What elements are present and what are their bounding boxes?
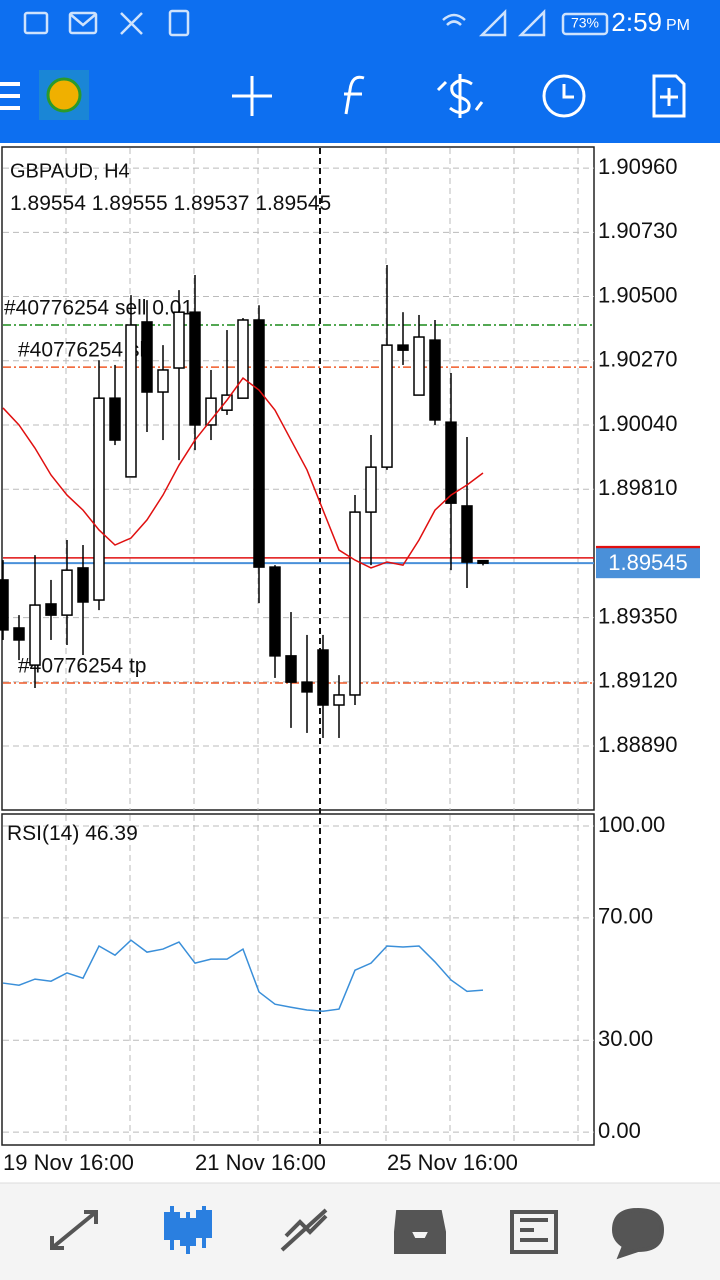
open-value: 1.89554	[10, 192, 86, 215]
nav-trade[interactable]	[280, 1208, 328, 1252]
y-tick-label: 1.88890	[598, 732, 678, 757]
candle-body	[157, 369, 169, 393]
candle-body	[253, 319, 265, 568]
rsi-panel	[1, 813, 595, 1146]
ohlc-readout: 1.89554 1.89555 1.89537 1.89545	[10, 192, 331, 215]
candle-body	[77, 567, 89, 603]
y-tick-label: 1.89120	[598, 668, 678, 693]
chart-title: GBPAUD, H4	[10, 160, 130, 182]
timeframe-button[interactable]	[542, 74, 586, 118]
toolbar	[0, 70, 686, 120]
moving-average	[2, 377, 484, 569]
y-tick-label: 1.90960	[598, 154, 678, 179]
candle-body	[93, 397, 105, 601]
candle-body	[413, 336, 425, 396]
nav-chat[interactable]	[611, 1207, 665, 1260]
nav-news[interactable]	[510, 1210, 558, 1254]
order-label: #40776254 sl	[18, 339, 144, 362]
ask-marker	[596, 545, 700, 550]
candle-body	[269, 566, 281, 657]
candle-body	[205, 397, 217, 426]
candle-body	[0, 579, 9, 631]
clock-ampm: PM	[666, 17, 690, 34]
price-panel	[1, 146, 595, 811]
new-order-button[interactable]	[652, 74, 686, 118]
y-tick-label: 1.90730	[598, 218, 678, 243]
nav-quotes[interactable]	[50, 1210, 98, 1250]
candle-body	[45, 603, 57, 616]
rsi-title: RSI(14) 46.39	[7, 822, 138, 845]
candle-body	[301, 681, 313, 693]
candle-body	[221, 394, 233, 411]
indicators-button[interactable]	[344, 75, 365, 115]
x-tick-label: 19 Nov 16:00	[3, 1150, 134, 1175]
candle-body	[365, 466, 377, 513]
battery: 73%	[571, 15, 599, 31]
y-tick-label: 1.90270	[598, 347, 678, 372]
candle-body	[285, 655, 297, 683]
candle-body	[237, 319, 249, 399]
candle-body	[317, 649, 329, 706]
clock: 2:59	[611, 7, 662, 37]
trade-button[interactable]	[436, 74, 484, 118]
rsi-label: RSI(14)	[7, 822, 79, 845]
close-value: 1.89545	[255, 192, 331, 215]
candle-body	[125, 324, 137, 478]
y-tick-label: 1.89810	[598, 475, 678, 500]
menu-button[interactable]	[0, 82, 20, 110]
candle-body	[333, 694, 345, 706]
bottom-nav	[0, 1183, 720, 1280]
candle-body	[445, 421, 457, 504]
status-icons	[23, 8, 609, 37]
candle-body	[397, 344, 409, 351]
candle-body	[189, 311, 201, 426]
y-tick-label: 1.90040	[598, 411, 678, 436]
candle-body	[13, 627, 25, 641]
top-bar	[0, 0, 720, 143]
high-value: 1.89555	[92, 192, 168, 215]
low-value: 1.89537	[174, 192, 250, 215]
candle-body	[61, 569, 73, 616]
candle-body	[109, 397, 121, 441]
y-tick-label: 1.89350	[598, 603, 678, 628]
nav-history[interactable]	[394, 1210, 446, 1254]
y-tick-label: 100.00	[598, 812, 665, 837]
y-tick-label: 1.90500	[598, 282, 678, 307]
order-label: #40776254 tp	[18, 655, 146, 678]
candle-body	[29, 604, 41, 666]
y-tick-label: 0.00	[598, 1118, 641, 1143]
nav-chart[interactable]	[164, 1206, 212, 1254]
rsi-line	[2, 939, 484, 1012]
candle-body	[349, 511, 361, 696]
candle-body	[429, 339, 441, 421]
candle-body	[477, 559, 489, 564]
y-tick-label: 70.00	[598, 904, 653, 929]
price-box	[596, 548, 700, 579]
x-tick-label: 21 Nov 16:00	[195, 1150, 326, 1175]
price-box-label: 1.89545	[608, 550, 688, 575]
y-tick-label: 30.00	[598, 1026, 653, 1051]
order-label: #40776254 sell 0.01	[4, 297, 193, 320]
candle-body	[173, 311, 185, 369]
crosshair-button[interactable]	[232, 76, 272, 116]
candle-body	[381, 344, 393, 468]
candle-body	[461, 505, 473, 563]
rsi-value: 46.39	[85, 822, 138, 845]
x-tick-label: 25 Nov 16:00	[387, 1150, 518, 1175]
nav-icons	[50, 1206, 665, 1260]
candle-body	[141, 321, 153, 393]
